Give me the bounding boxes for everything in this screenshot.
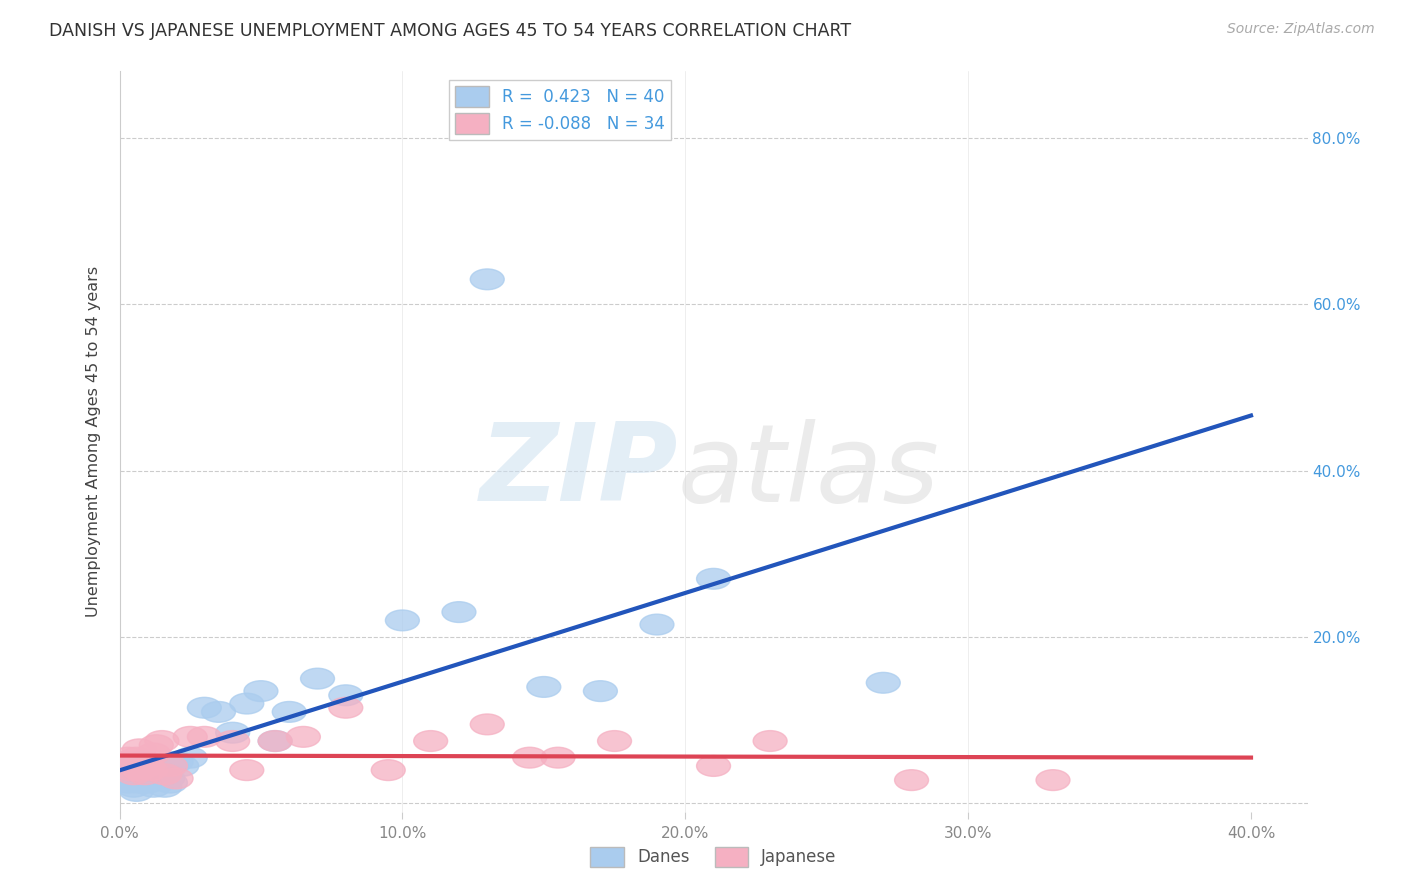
Ellipse shape xyxy=(148,764,181,785)
Ellipse shape xyxy=(142,756,176,776)
Text: ZIP: ZIP xyxy=(479,418,678,524)
Legend: Danes, Japanese: Danes, Japanese xyxy=(583,840,844,874)
Ellipse shape xyxy=(120,780,153,801)
Ellipse shape xyxy=(134,768,167,789)
Ellipse shape xyxy=(273,701,307,723)
Y-axis label: Unemployment Among Ages 45 to 54 years: Unemployment Among Ages 45 to 54 years xyxy=(86,266,101,617)
Ellipse shape xyxy=(470,714,505,735)
Ellipse shape xyxy=(187,698,221,718)
Ellipse shape xyxy=(329,698,363,718)
Ellipse shape xyxy=(139,735,173,756)
Ellipse shape xyxy=(165,756,198,776)
Ellipse shape xyxy=(145,731,179,751)
Ellipse shape xyxy=(470,268,505,290)
Ellipse shape xyxy=(136,776,170,797)
Ellipse shape xyxy=(301,668,335,689)
Ellipse shape xyxy=(153,772,187,793)
Ellipse shape xyxy=(131,756,165,776)
Ellipse shape xyxy=(111,772,145,793)
Ellipse shape xyxy=(583,681,617,701)
Text: DANISH VS JAPANESE UNEMPLOYMENT AMONG AGES 45 TO 54 YEARS CORRELATION CHART: DANISH VS JAPANESE UNEMPLOYMENT AMONG AG… xyxy=(49,22,852,40)
Ellipse shape xyxy=(159,751,193,772)
Ellipse shape xyxy=(441,602,475,623)
Ellipse shape xyxy=(173,747,207,768)
Ellipse shape xyxy=(117,764,150,785)
Ellipse shape xyxy=(259,731,292,751)
Ellipse shape xyxy=(866,673,900,693)
Ellipse shape xyxy=(145,760,179,780)
Ellipse shape xyxy=(139,764,173,785)
Ellipse shape xyxy=(413,731,447,751)
Ellipse shape xyxy=(108,751,142,772)
Ellipse shape xyxy=(696,756,731,776)
Ellipse shape xyxy=(229,760,264,780)
Ellipse shape xyxy=(136,743,170,764)
Ellipse shape xyxy=(117,764,150,785)
Ellipse shape xyxy=(187,726,221,747)
Ellipse shape xyxy=(150,768,184,789)
Ellipse shape xyxy=(131,772,165,793)
Ellipse shape xyxy=(598,731,631,751)
Ellipse shape xyxy=(159,768,193,789)
Ellipse shape xyxy=(117,776,150,797)
Ellipse shape xyxy=(527,676,561,698)
Ellipse shape xyxy=(128,764,162,785)
Text: atlas: atlas xyxy=(678,418,939,524)
Ellipse shape xyxy=(122,772,156,793)
Ellipse shape xyxy=(114,756,148,776)
Ellipse shape xyxy=(513,747,547,768)
Ellipse shape xyxy=(287,726,321,747)
Ellipse shape xyxy=(148,776,181,797)
Ellipse shape xyxy=(215,723,250,743)
Ellipse shape xyxy=(108,768,142,789)
Ellipse shape xyxy=(125,751,159,772)
Ellipse shape xyxy=(754,731,787,751)
Ellipse shape xyxy=(125,751,159,772)
Ellipse shape xyxy=(134,760,167,780)
Ellipse shape xyxy=(120,747,153,768)
Ellipse shape xyxy=(114,760,148,780)
Ellipse shape xyxy=(173,726,207,747)
Ellipse shape xyxy=(245,681,278,701)
Ellipse shape xyxy=(259,731,292,751)
Ellipse shape xyxy=(229,693,264,714)
Ellipse shape xyxy=(385,610,419,631)
Ellipse shape xyxy=(153,756,187,776)
Ellipse shape xyxy=(371,760,405,780)
Ellipse shape xyxy=(640,615,673,635)
Ellipse shape xyxy=(120,768,153,789)
Ellipse shape xyxy=(541,747,575,768)
Ellipse shape xyxy=(122,739,156,760)
Text: Source: ZipAtlas.com: Source: ZipAtlas.com xyxy=(1227,22,1375,37)
Ellipse shape xyxy=(201,701,235,723)
Ellipse shape xyxy=(329,685,363,706)
Ellipse shape xyxy=(894,770,928,790)
Ellipse shape xyxy=(1036,770,1070,790)
Ellipse shape xyxy=(128,764,162,785)
Ellipse shape xyxy=(122,760,156,780)
Ellipse shape xyxy=(215,731,250,751)
Ellipse shape xyxy=(111,747,145,768)
Ellipse shape xyxy=(696,568,731,590)
Ellipse shape xyxy=(122,760,156,780)
